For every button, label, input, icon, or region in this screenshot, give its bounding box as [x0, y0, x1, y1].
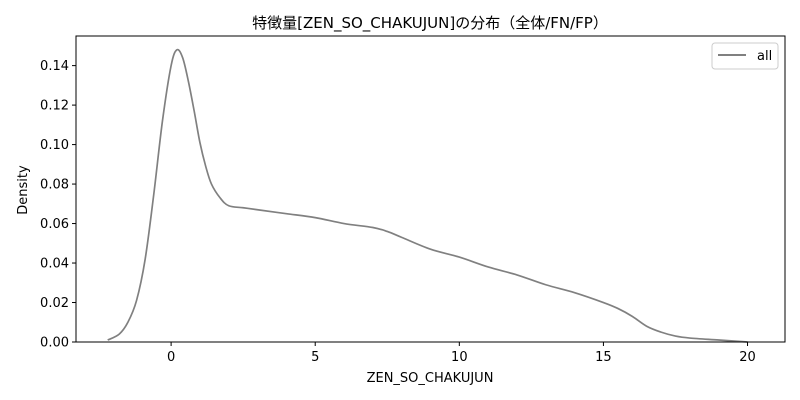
x-tick-label: 20	[739, 350, 756, 365]
y-axis-label: Density	[16, 165, 31, 215]
y-tick-label: 0.00	[40, 336, 69, 351]
y-tick-label: 0.02	[40, 296, 69, 311]
x-axis-ticks: 0 5 10 15 20	[167, 342, 756, 365]
axes-frame	[75, 35, 786, 343]
x-axis-label: ZEN_SO_CHAKUJUN	[367, 371, 494, 386]
x-tick-label: 0	[167, 350, 175, 365]
y-axis-ticks: 0.00 0.02 0.04 0.06 0.08 0.10 0.12 0.14	[40, 59, 76, 351]
legend-label-all: all	[757, 49, 772, 64]
chart-title: 特徴量[ZEN_SO_CHAKUJUN]の分布（全体/FN/FP）	[252, 14, 608, 33]
y-tick-label: 0.12	[40, 99, 69, 114]
y-tick-label: 0.06	[40, 217, 69, 232]
series-line-all	[107, 48, 748, 343]
y-tick-label: 0.04	[40, 257, 69, 272]
x-tick-label: 15	[595, 350, 612, 365]
legend: all	[711, 42, 779, 70]
x-tick-label: 5	[311, 350, 319, 365]
x-tick-label: 10	[451, 350, 468, 365]
y-tick-label: 0.08	[40, 178, 69, 193]
y-tick-label: 0.10	[40, 138, 69, 153]
y-tick-label: 0.14	[40, 59, 69, 74]
